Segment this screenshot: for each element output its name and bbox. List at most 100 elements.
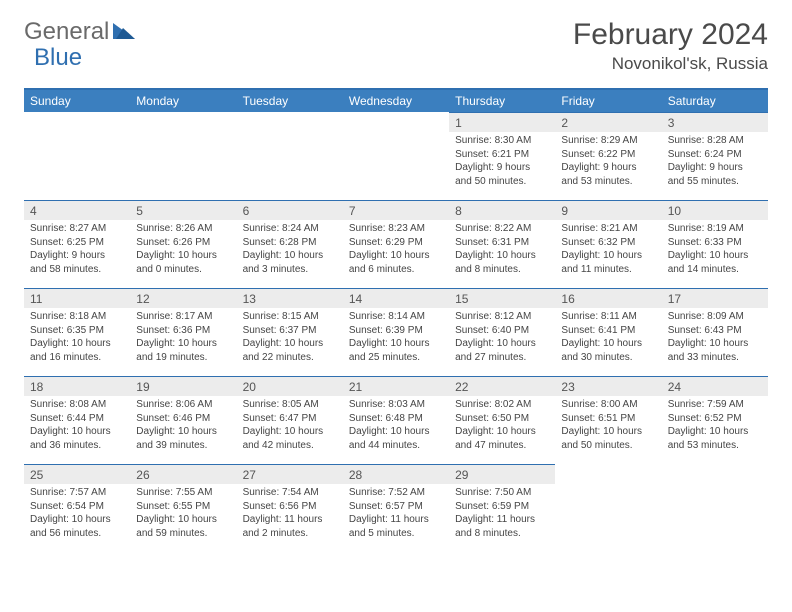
calendar-cell: 15Sunrise: 8:12 AMSunset: 6:40 PMDayligh… bbox=[449, 288, 555, 376]
logo-flag-icon bbox=[113, 21, 135, 44]
day-number: 12 bbox=[130, 288, 236, 308]
day-info: Sunrise: 8:00 AMSunset: 6:51 PMDaylight:… bbox=[555, 396, 661, 456]
calendar-cell bbox=[24, 112, 130, 200]
day-info: Sunrise: 8:28 AMSunset: 6:24 PMDaylight:… bbox=[662, 132, 768, 192]
day-number: 22 bbox=[449, 376, 555, 396]
calendar-cell: 18Sunrise: 8:08 AMSunset: 6:44 PMDayligh… bbox=[24, 376, 130, 464]
calendar-cell: 21Sunrise: 8:03 AMSunset: 6:48 PMDayligh… bbox=[343, 376, 449, 464]
day-number: 19 bbox=[130, 376, 236, 396]
calendar-cell bbox=[555, 464, 661, 552]
day-info: Sunrise: 8:09 AMSunset: 6:43 PMDaylight:… bbox=[662, 308, 768, 368]
calendar-body: 1Sunrise: 8:30 AMSunset: 6:21 PMDaylight… bbox=[24, 112, 768, 552]
day-number: 3 bbox=[662, 112, 768, 132]
calendar-head: SundayMondayTuesdayWednesdayThursdayFrid… bbox=[24, 89, 768, 112]
page-header: General February 2024 Novonikol'sk, Russ… bbox=[24, 18, 768, 74]
location-label: Novonikol'sk, Russia bbox=[573, 54, 768, 74]
day-number: 17 bbox=[662, 288, 768, 308]
day-number: 11 bbox=[24, 288, 130, 308]
calendar-cell bbox=[662, 464, 768, 552]
calendar-cell: 29Sunrise: 7:50 AMSunset: 6:59 PMDayligh… bbox=[449, 464, 555, 552]
calendar-cell: 22Sunrise: 8:02 AMSunset: 6:50 PMDayligh… bbox=[449, 376, 555, 464]
day-info: Sunrise: 7:57 AMSunset: 6:54 PMDaylight:… bbox=[24, 484, 130, 544]
day-info: Sunrise: 8:02 AMSunset: 6:50 PMDaylight:… bbox=[449, 396, 555, 456]
day-info: Sunrise: 8:11 AMSunset: 6:41 PMDaylight:… bbox=[555, 308, 661, 368]
day-info: Sunrise: 8:08 AMSunset: 6:44 PMDaylight:… bbox=[24, 396, 130, 456]
day-info: Sunrise: 7:54 AMSunset: 6:56 PMDaylight:… bbox=[237, 484, 343, 544]
logo-text-blue: Blue bbox=[34, 44, 82, 71]
day-number: 25 bbox=[24, 464, 130, 484]
day-info: Sunrise: 8:18 AMSunset: 6:35 PMDaylight:… bbox=[24, 308, 130, 368]
title-block: February 2024 Novonikol'sk, Russia bbox=[573, 18, 768, 74]
day-number: 14 bbox=[343, 288, 449, 308]
day-number: 21 bbox=[343, 376, 449, 396]
calendar-cell: 3Sunrise: 8:28 AMSunset: 6:24 PMDaylight… bbox=[662, 112, 768, 200]
day-info: Sunrise: 8:30 AMSunset: 6:21 PMDaylight:… bbox=[449, 132, 555, 192]
day-info: Sunrise: 7:50 AMSunset: 6:59 PMDaylight:… bbox=[449, 484, 555, 544]
day-number: 18 bbox=[24, 376, 130, 396]
calendar-cell: 11Sunrise: 8:18 AMSunset: 6:35 PMDayligh… bbox=[24, 288, 130, 376]
day-number: 10 bbox=[662, 200, 768, 220]
day-header: Tuesday bbox=[237, 89, 343, 112]
day-number: 8 bbox=[449, 200, 555, 220]
calendar-cell: 17Sunrise: 8:09 AMSunset: 6:43 PMDayligh… bbox=[662, 288, 768, 376]
day-info: Sunrise: 7:55 AMSunset: 6:55 PMDaylight:… bbox=[130, 484, 236, 544]
logo: General bbox=[24, 18, 137, 46]
day-info: Sunrise: 8:23 AMSunset: 6:29 PMDaylight:… bbox=[343, 220, 449, 280]
calendar-cell: 7Sunrise: 8:23 AMSunset: 6:29 PMDaylight… bbox=[343, 200, 449, 288]
day-number: 28 bbox=[343, 464, 449, 484]
logo-text-general: General bbox=[24, 18, 109, 46]
calendar-cell: 4Sunrise: 8:27 AMSunset: 6:25 PMDaylight… bbox=[24, 200, 130, 288]
day-header: Thursday bbox=[449, 89, 555, 112]
calendar-week-row: 4Sunrise: 8:27 AMSunset: 6:25 PMDaylight… bbox=[24, 200, 768, 288]
day-number: 1 bbox=[449, 112, 555, 132]
calendar-cell bbox=[237, 112, 343, 200]
day-info: Sunrise: 8:06 AMSunset: 6:46 PMDaylight:… bbox=[130, 396, 236, 456]
calendar-cell: 14Sunrise: 8:14 AMSunset: 6:39 PMDayligh… bbox=[343, 288, 449, 376]
calendar-cell: 27Sunrise: 7:54 AMSunset: 6:56 PMDayligh… bbox=[237, 464, 343, 552]
day-info: Sunrise: 8:22 AMSunset: 6:31 PMDaylight:… bbox=[449, 220, 555, 280]
day-info: Sunrise: 8:27 AMSunset: 6:25 PMDaylight:… bbox=[24, 220, 130, 280]
calendar-cell: 12Sunrise: 8:17 AMSunset: 6:36 PMDayligh… bbox=[130, 288, 236, 376]
day-number: 20 bbox=[237, 376, 343, 396]
day-number: 15 bbox=[449, 288, 555, 308]
day-info: Sunrise: 8:14 AMSunset: 6:39 PMDaylight:… bbox=[343, 308, 449, 368]
day-header: Wednesday bbox=[343, 89, 449, 112]
calendar-cell: 24Sunrise: 7:59 AMSunset: 6:52 PMDayligh… bbox=[662, 376, 768, 464]
calendar-cell: 20Sunrise: 8:05 AMSunset: 6:47 PMDayligh… bbox=[237, 376, 343, 464]
day-number: 9 bbox=[555, 200, 661, 220]
day-info: Sunrise: 8:03 AMSunset: 6:48 PMDaylight:… bbox=[343, 396, 449, 456]
calendar-cell: 2Sunrise: 8:29 AMSunset: 6:22 PMDaylight… bbox=[555, 112, 661, 200]
day-number: 23 bbox=[555, 376, 661, 396]
day-info: Sunrise: 8:15 AMSunset: 6:37 PMDaylight:… bbox=[237, 308, 343, 368]
day-number: 13 bbox=[237, 288, 343, 308]
day-number: 16 bbox=[555, 288, 661, 308]
calendar-cell bbox=[130, 112, 236, 200]
day-number: 27 bbox=[237, 464, 343, 484]
day-info: Sunrise: 7:59 AMSunset: 6:52 PMDaylight:… bbox=[662, 396, 768, 456]
logo-text-blue-wrap: Blue bbox=[34, 44, 82, 72]
day-number: 7 bbox=[343, 200, 449, 220]
calendar-cell: 10Sunrise: 8:19 AMSunset: 6:33 PMDayligh… bbox=[662, 200, 768, 288]
day-header: Friday bbox=[555, 89, 661, 112]
day-number: 24 bbox=[662, 376, 768, 396]
day-info: Sunrise: 8:26 AMSunset: 6:26 PMDaylight:… bbox=[130, 220, 236, 280]
day-header: Saturday bbox=[662, 89, 768, 112]
day-number: 29 bbox=[449, 464, 555, 484]
day-info: Sunrise: 8:21 AMSunset: 6:32 PMDaylight:… bbox=[555, 220, 661, 280]
calendar-cell: 9Sunrise: 8:21 AMSunset: 6:32 PMDaylight… bbox=[555, 200, 661, 288]
calendar-cell: 19Sunrise: 8:06 AMSunset: 6:46 PMDayligh… bbox=[130, 376, 236, 464]
calendar-cell: 1Sunrise: 8:30 AMSunset: 6:21 PMDaylight… bbox=[449, 112, 555, 200]
day-number: 2 bbox=[555, 112, 661, 132]
calendar-cell: 25Sunrise: 7:57 AMSunset: 6:54 PMDayligh… bbox=[24, 464, 130, 552]
calendar-cell: 8Sunrise: 8:22 AMSunset: 6:31 PMDaylight… bbox=[449, 200, 555, 288]
calendar-cell bbox=[343, 112, 449, 200]
day-info: Sunrise: 8:24 AMSunset: 6:28 PMDaylight:… bbox=[237, 220, 343, 280]
day-info: Sunrise: 8:05 AMSunset: 6:47 PMDaylight:… bbox=[237, 396, 343, 456]
calendar-cell: 28Sunrise: 7:52 AMSunset: 6:57 PMDayligh… bbox=[343, 464, 449, 552]
calendar-cell: 16Sunrise: 8:11 AMSunset: 6:41 PMDayligh… bbox=[555, 288, 661, 376]
day-number: 4 bbox=[24, 200, 130, 220]
calendar-cell: 5Sunrise: 8:26 AMSunset: 6:26 PMDaylight… bbox=[130, 200, 236, 288]
calendar-cell: 6Sunrise: 8:24 AMSunset: 6:28 PMDaylight… bbox=[237, 200, 343, 288]
calendar-cell: 13Sunrise: 8:15 AMSunset: 6:37 PMDayligh… bbox=[237, 288, 343, 376]
calendar-cell: 23Sunrise: 8:00 AMSunset: 6:51 PMDayligh… bbox=[555, 376, 661, 464]
